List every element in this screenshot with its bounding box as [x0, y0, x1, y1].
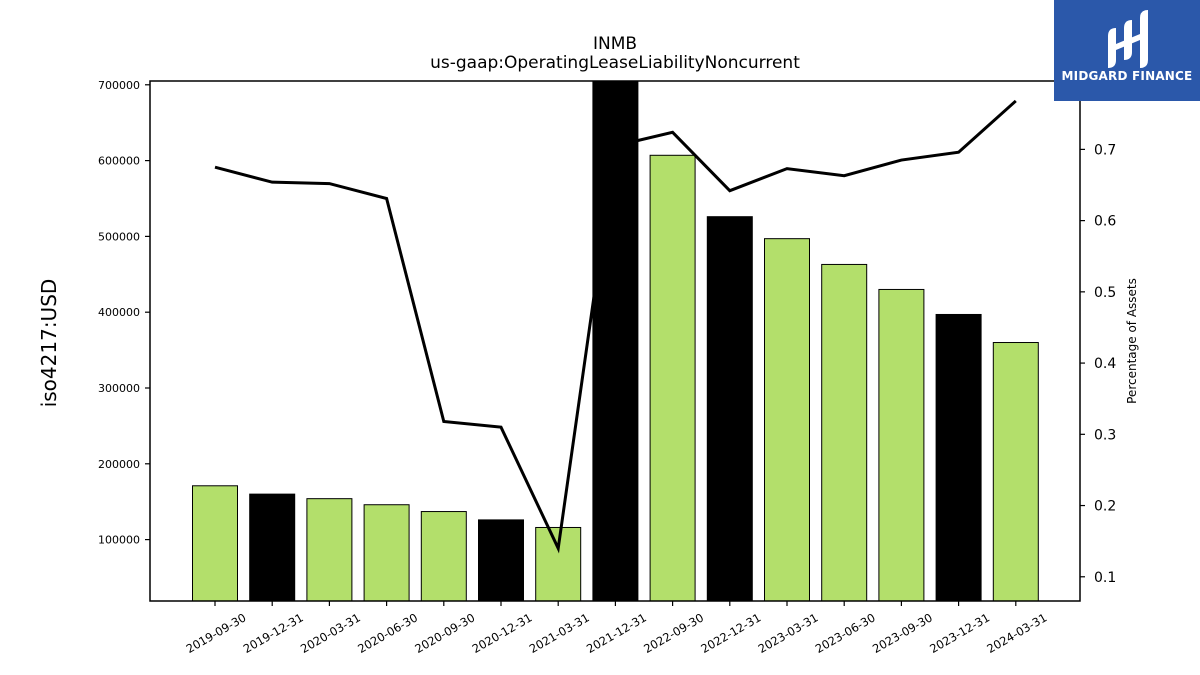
y-tick-label: 500000: [98, 230, 140, 243]
x-tick-label: 2024-03-31: [984, 610, 1049, 656]
bars-layer: [192, 80, 1039, 602]
bar-2021-12-31: [592, 80, 639, 602]
y2-tick-label: 0.4: [1094, 356, 1116, 372]
x-tick-label: 2020-06-30: [355, 610, 420, 656]
bar-2023-03-31: [764, 238, 810, 602]
y-axis-ticks: 100000 200000 300000 400000 500000 600000 7000…: [98, 79, 150, 547]
x-tick-label: 2019-12-31: [241, 610, 306, 656]
brand-logo: MIDGARD FINANCE: [1054, 0, 1200, 101]
bar-2020-09-30: [420, 511, 467, 602]
logo-mark-icon: [1108, 10, 1148, 68]
y2-axis-ticks: 0.1 0.2 0.3 0.4 0.5 0.6 0.7: [1080, 142, 1116, 586]
y-tick-label: 200000: [98, 458, 140, 471]
x-tick-label: 2021-03-31: [527, 610, 592, 656]
bar-2020-12-31: [478, 519, 524, 602]
y-axis-label: iso4217:USD: [37, 279, 61, 408]
bar-2023-06-30: [821, 263, 868, 602]
y2-axis-label: Percentage of Assets: [1125, 278, 1139, 404]
x-tick-label: 2022-12-31: [698, 610, 763, 656]
x-tick-label: 2020-03-31: [298, 610, 363, 656]
bar-2024-03-31: [992, 342, 1039, 602]
bar-2020-03-31: [306, 498, 353, 602]
bar-2022-09-30: [649, 154, 696, 602]
chart-subtitle: us-gaap:OperatingLeaseLiabilityNoncurren…: [430, 53, 800, 73]
logo-text: MIDGARD FINANCE: [1061, 69, 1193, 83]
chart-title: INMB: [593, 34, 637, 54]
y2-tick-label: 0.6: [1094, 214, 1116, 230]
bar-2019-12-31: [249, 493, 296, 602]
bar-2022-12-31: [706, 216, 753, 602]
x-tick-label: 2023-06-30: [813, 610, 878, 656]
y-tick-label: 700000: [98, 79, 140, 92]
y-tick-label: 600000: [98, 155, 140, 168]
x-tick-label: 2023-03-31: [756, 610, 821, 656]
bar-2023-09-30: [878, 288, 925, 602]
y2-tick-label: 0.3: [1094, 427, 1116, 443]
x-tick-label: 2022-09-30: [641, 610, 706, 656]
bar-2023-12-31: [935, 313, 982, 602]
bar-2020-06-30: [363, 504, 410, 602]
x-tick-label: 2020-09-30: [412, 610, 477, 656]
x-tick-label: 2023-09-30: [870, 610, 935, 656]
y-tick-label: 400000: [98, 306, 140, 319]
x-tick-label: 2020-12-31: [470, 610, 535, 656]
y2-tick-label: 0.2: [1094, 499, 1116, 515]
y2-tick-label: 0.7: [1094, 142, 1116, 158]
y-tick-label: 300000: [98, 382, 140, 395]
bar-2019-09-30: [192, 485, 238, 602]
x-tick-label: 2019-09-30: [184, 610, 249, 656]
line-layer: [214, 99, 1017, 554]
x-tick-label: 2021-12-31: [584, 610, 649, 656]
x-tick-label: 2023-12-31: [927, 610, 992, 656]
y-tick-label: 100000: [98, 534, 140, 547]
y2-tick-label: 0.1: [1094, 570, 1116, 586]
x-axis-ticks: 2019-09-302019-12-312020-03-312020-06-30…: [184, 601, 1049, 656]
y2-tick-label: 0.5: [1094, 285, 1116, 301]
